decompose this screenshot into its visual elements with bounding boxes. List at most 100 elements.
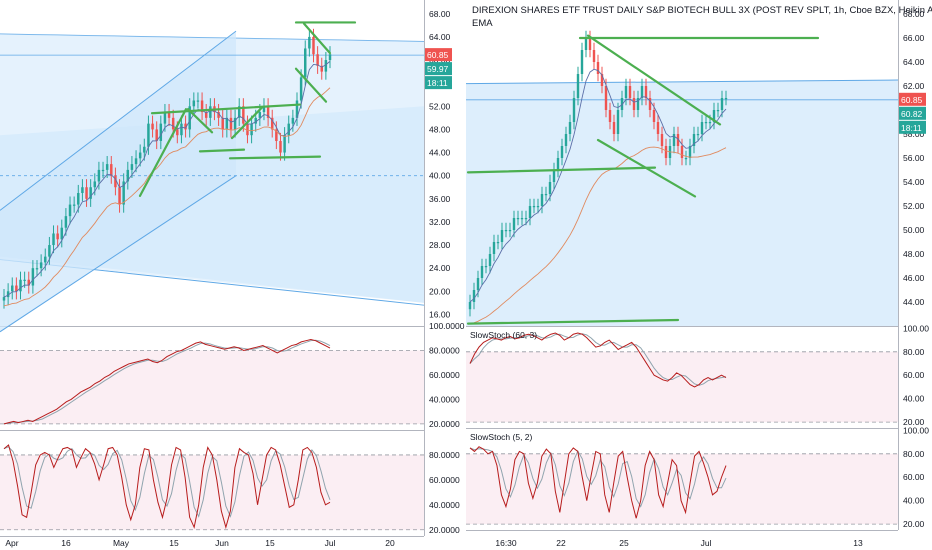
price-axis-label: 32.00: [429, 217, 451, 227]
candle: [147, 123, 150, 147]
candle: [176, 129, 179, 136]
oscillator-axis-label: 20.0000: [429, 525, 460, 535]
trendline: [230, 106, 264, 140]
candle: [163, 112, 167, 124]
candle: [512, 218, 516, 230]
candle: [192, 100, 196, 107]
candle: [105, 164, 109, 170]
stoch-d-line: [469, 447, 727, 508]
candle: [184, 123, 187, 130]
time-axis-label: Jul: [325, 538, 336, 548]
candle: [500, 230, 504, 242]
ema-fast-line: [469, 68, 727, 303]
candle: [712, 110, 716, 122]
price-axis-label: 54.00: [903, 177, 925, 187]
time-axis-label: 15: [265, 538, 275, 548]
candle: [492, 242, 496, 254]
candle: [652, 110, 656, 122]
candle: [328, 54, 332, 61]
candle: [520, 218, 524, 220]
time-axis-label: Jun: [215, 538, 229, 548]
oscillator-axis-label: 80.0000: [429, 450, 460, 460]
candle: [138, 152, 142, 159]
candle: [200, 100, 204, 113]
oscillator-band: [0, 454, 424, 530]
candle: [204, 112, 208, 118]
candle: [488, 254, 492, 266]
candles: [2, 28, 332, 309]
oscillator-axis-label: 20.00: [903, 519, 925, 529]
price-axis-label: 52.00: [429, 101, 451, 111]
time-axis-label: 25: [619, 538, 629, 548]
candle: [724, 98, 728, 100]
candle: [60, 227, 64, 240]
candle: [93, 181, 97, 188]
ema-label: EMA: [472, 18, 493, 29]
candle: [676, 134, 680, 146]
countdown-tag: [899, 120, 926, 134]
oscillator-band: [466, 453, 898, 525]
trendline: [228, 155, 322, 160]
oscillator-axis-label: 40.00: [903, 394, 925, 404]
stoch-d-line: [3, 339, 331, 425]
price-axis-label: 68.00: [903, 9, 925, 19]
right-chart-panel: 68.00 66.00 64.00 62.00 60.00 58.00 56.00 54.00…: [465, 0, 929, 548]
candle: [684, 158, 688, 160]
candle: [560, 146, 564, 158]
candle: [320, 65, 323, 72]
candle: [580, 50, 584, 74]
candle: [592, 50, 596, 62]
candle: [640, 86, 644, 98]
trendline: [466, 318, 680, 325]
stoch-k-line: [469, 446, 727, 519]
time-axis-label: 22: [556, 538, 566, 548]
candle: [27, 279, 30, 286]
candle: [48, 245, 51, 257]
candle: [254, 117, 257, 124]
candle: [295, 100, 299, 118]
price-axis-label: 58.00: [903, 129, 925, 139]
trendline: [294, 67, 328, 103]
candle: [648, 98, 652, 110]
time-axis-label: Jul: [701, 538, 712, 548]
oscillator-axis-label: 100.00: [903, 323, 929, 333]
candle: [118, 187, 121, 205]
channel-region: [0, 31, 236, 332]
candle: [85, 187, 88, 199]
candle: [44, 256, 47, 263]
candle: [636, 98, 640, 110]
channel-line: [465, 79, 899, 85]
candle: [81, 187, 84, 194]
stoch-k-line: [3, 338, 331, 425]
price-axis-label: 68.00: [429, 9, 451, 19]
ema-slow-line: [3, 87, 331, 307]
ema-fast-line: [3, 60, 331, 298]
candle: [612, 122, 616, 134]
chart-title: DIREXION SHARES ETF TRUST DAILY S&P BIOT…: [472, 5, 932, 16]
left-chart-panel: 68.0064.0060.0056.0052.0048.0044.0040.00…: [0, 0, 465, 548]
candle: [167, 112, 171, 118]
candle: [262, 106, 266, 113]
candle: [56, 233, 59, 240]
candle: [324, 60, 328, 72]
candle: [468, 302, 472, 310]
trendline: [198, 148, 246, 153]
price-axis-label: 64.00: [429, 32, 451, 42]
price-axis-label: 48.00: [903, 249, 925, 259]
candle: [584, 38, 588, 50]
candle: [283, 135, 286, 153]
candle: [171, 117, 175, 130]
oscillator-axis-label: 60.0000: [429, 475, 460, 485]
trendline: [466, 166, 657, 174]
candle: [516, 218, 520, 220]
price-axis-label: 62.00: [903, 81, 925, 91]
second-price-value: 59.97: [427, 64, 449, 74]
countdown-value: 18:11: [427, 78, 448, 88]
candle: [122, 181, 125, 205]
channel-line: [0, 175, 237, 333]
second-price-tag: [899, 106, 926, 120]
candle: [217, 112, 220, 118]
price-axis-label: 36.00: [429, 194, 451, 204]
candle: [608, 110, 612, 122]
